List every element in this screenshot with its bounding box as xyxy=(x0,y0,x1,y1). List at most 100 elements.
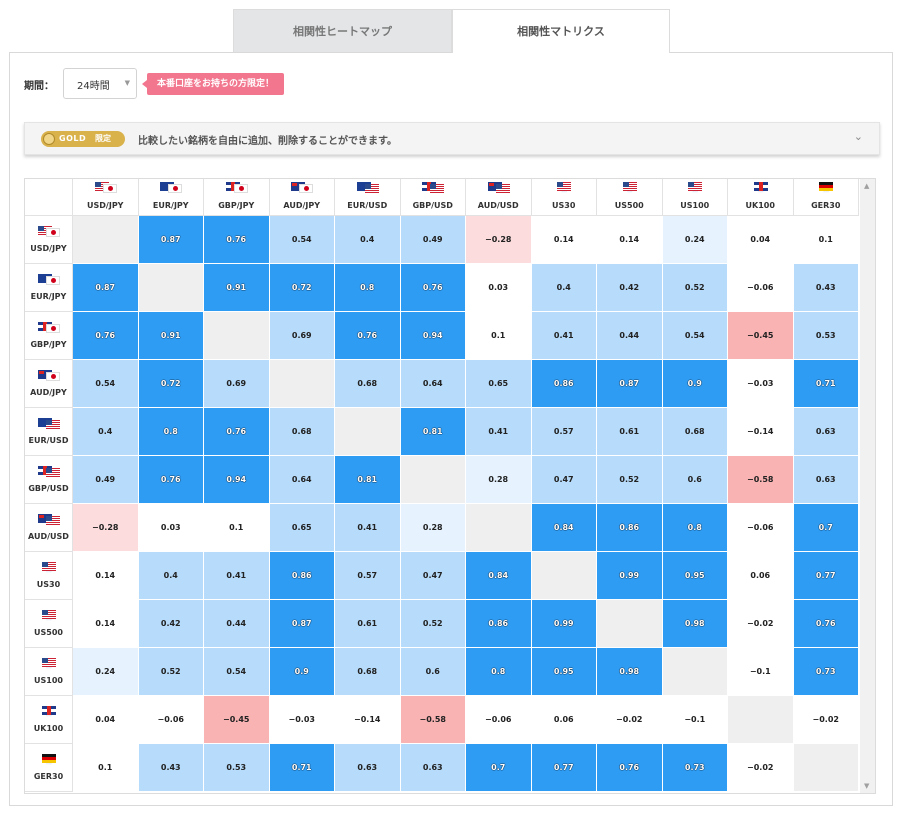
correlation-cell[interactable]: 0.94 xyxy=(400,312,466,360)
correlation-cell[interactable]: 0.98 xyxy=(597,648,663,696)
correlation-cell[interactable]: 0.73 xyxy=(662,744,728,792)
row-header[interactable]: ′′′′′′ GER30 xyxy=(25,744,73,792)
correlation-cell[interactable]: 0.14 xyxy=(597,216,663,264)
correlation-cell[interactable]: 0.76 xyxy=(204,408,270,456)
correlation-cell[interactable]: 0.14 xyxy=(531,216,597,264)
correlation-cell[interactable]: 0.53 xyxy=(204,744,270,792)
correlation-cell[interactable]: 0.69 xyxy=(204,360,270,408)
row-header[interactable]: ′′′′′′ US500 xyxy=(25,600,73,648)
correlation-cell[interactable]: 0.41 xyxy=(204,552,270,600)
scroll-up-icon[interactable]: ▲ xyxy=(864,182,870,190)
correlation-cell[interactable]: 0.61 xyxy=(335,600,401,648)
correlation-cell[interactable]: 0.8 xyxy=(662,504,728,552)
correlation-cell[interactable]: 0.98 xyxy=(662,600,728,648)
column-header[interactable]: AUD/JPY xyxy=(269,179,335,216)
correlation-cell[interactable]: 0.61 xyxy=(597,408,663,456)
correlation-cell[interactable]: 0.47 xyxy=(531,456,597,504)
correlation-cell[interactable]: 0.95 xyxy=(531,648,597,696)
correlation-cell[interactable]: 0.76 xyxy=(597,744,663,792)
chevron-down-icon[interactable]: ⌄ xyxy=(853,130,863,143)
row-header[interactable]: EUR/USD xyxy=(25,408,73,456)
correlation-cell[interactable] xyxy=(138,264,204,312)
correlation-cell[interactable]: 0.99 xyxy=(531,600,597,648)
correlation-cell[interactable]: 0.47 xyxy=(400,552,466,600)
correlation-cell[interactable] xyxy=(793,744,859,792)
correlation-cell[interactable]: −0.06 xyxy=(728,264,794,312)
correlation-cell[interactable]: 0.4 xyxy=(531,264,597,312)
row-header[interactable]: ′′′′′′ US100 xyxy=(25,648,73,696)
correlation-cell[interactable]: 0.8 xyxy=(335,264,401,312)
column-header[interactable]: EUR/JPY xyxy=(138,179,204,216)
correlation-cell[interactable]: 0.1 xyxy=(204,504,270,552)
correlation-cell[interactable]: −0.02 xyxy=(793,696,859,744)
correlation-cell[interactable]: 0.91 xyxy=(204,264,270,312)
row-header[interactable]: ′′′′′′ UK100 xyxy=(25,696,73,744)
correlation-cell[interactable]: 0.86 xyxy=(531,360,597,408)
correlation-cell[interactable]: 0.54 xyxy=(269,216,335,264)
correlation-cell[interactable]: −0.45 xyxy=(728,312,794,360)
correlation-cell[interactable]: 0.54 xyxy=(662,312,728,360)
correlation-cell[interactable]: 0.65 xyxy=(269,504,335,552)
correlation-cell[interactable] xyxy=(269,360,335,408)
column-header[interactable]: AUD/USD xyxy=(466,179,532,216)
column-header[interactable]: ′′′′′′ UK100 xyxy=(728,179,794,216)
correlation-cell[interactable]: −0.14 xyxy=(335,696,401,744)
correlation-cell[interactable]: 0.64 xyxy=(400,360,466,408)
correlation-cell[interactable]: 0.76 xyxy=(400,264,466,312)
correlation-cell[interactable]: 0.57 xyxy=(335,552,401,600)
correlation-cell[interactable] xyxy=(531,552,597,600)
row-header[interactable]: USD/JPY xyxy=(25,216,73,264)
correlation-cell[interactable]: 0.76 xyxy=(138,456,204,504)
row-header[interactable]: GBP/JPY xyxy=(25,312,73,360)
correlation-cell[interactable]: 0.14 xyxy=(73,552,139,600)
correlation-cell[interactable]: 0.68 xyxy=(662,408,728,456)
correlation-cell[interactable]: 0.52 xyxy=(597,456,663,504)
correlation-cell[interactable]: 0.4 xyxy=(335,216,401,264)
correlation-cell[interactable]: 0.06 xyxy=(531,696,597,744)
correlation-cell[interactable]: 0.86 xyxy=(269,552,335,600)
correlation-cell[interactable]: −0.06 xyxy=(138,696,204,744)
correlation-cell[interactable]: 0.53 xyxy=(793,312,859,360)
correlation-cell[interactable]: −0.1 xyxy=(662,696,728,744)
tab-matrix[interactable]: 相関性マトリクス xyxy=(452,9,670,53)
correlation-cell[interactable]: 0.43 xyxy=(138,744,204,792)
matrix-scrollbar[interactable]: ▲ ▼ xyxy=(860,179,875,793)
correlation-cell[interactable]: 0.7 xyxy=(466,744,532,792)
correlation-cell[interactable]: 0.68 xyxy=(269,408,335,456)
column-header[interactable]: USD/JPY xyxy=(73,179,139,216)
correlation-cell[interactable]: 0.54 xyxy=(73,360,139,408)
correlation-cell[interactable] xyxy=(662,648,728,696)
correlation-cell[interactable]: 0.4 xyxy=(138,552,204,600)
correlation-cell[interactable] xyxy=(73,216,139,264)
correlation-cell[interactable]: 0.72 xyxy=(138,360,204,408)
correlation-cell[interactable]: 0.03 xyxy=(138,504,204,552)
correlation-cell[interactable]: −0.03 xyxy=(728,360,794,408)
correlation-cell[interactable]: 0.44 xyxy=(204,600,270,648)
correlation-cell[interactable]: 0.68 xyxy=(335,648,401,696)
row-header[interactable]: GBP/USD xyxy=(25,456,73,504)
correlation-cell[interactable]: 0.84 xyxy=(466,552,532,600)
correlation-cell[interactable]: −0.06 xyxy=(728,504,794,552)
correlation-cell[interactable]: 0.4 xyxy=(73,408,139,456)
correlation-cell[interactable]: 0.24 xyxy=(73,648,139,696)
correlation-cell[interactable]: 0.6 xyxy=(662,456,728,504)
correlation-cell[interactable]: 0.87 xyxy=(597,360,663,408)
correlation-cell[interactable]: 0.42 xyxy=(138,600,204,648)
correlation-cell[interactable]: 0.86 xyxy=(466,600,532,648)
correlation-cell[interactable]: 0.77 xyxy=(531,744,597,792)
correlation-cell[interactable]: 0.54 xyxy=(204,648,270,696)
scroll-down-icon[interactable]: ▼ xyxy=(864,782,870,790)
correlation-cell[interactable]: 0.52 xyxy=(138,648,204,696)
correlation-cell[interactable]: 0.52 xyxy=(400,600,466,648)
correlation-cell[interactable]: 0.1 xyxy=(793,216,859,264)
correlation-cell[interactable]: −0.28 xyxy=(466,216,532,264)
correlation-cell[interactable]: 0.04 xyxy=(728,216,794,264)
correlation-cell[interactable]: 0.28 xyxy=(466,456,532,504)
correlation-cell[interactable]: 0.41 xyxy=(466,408,532,456)
correlation-cell[interactable]: 0.84 xyxy=(531,504,597,552)
correlation-cell[interactable]: 0.64 xyxy=(269,456,335,504)
correlation-cell[interactable] xyxy=(466,504,532,552)
correlation-cell[interactable]: 0.04 xyxy=(73,696,139,744)
column-header[interactable]: GBP/JPY xyxy=(204,179,270,216)
correlation-cell[interactable]: 0.49 xyxy=(400,216,466,264)
